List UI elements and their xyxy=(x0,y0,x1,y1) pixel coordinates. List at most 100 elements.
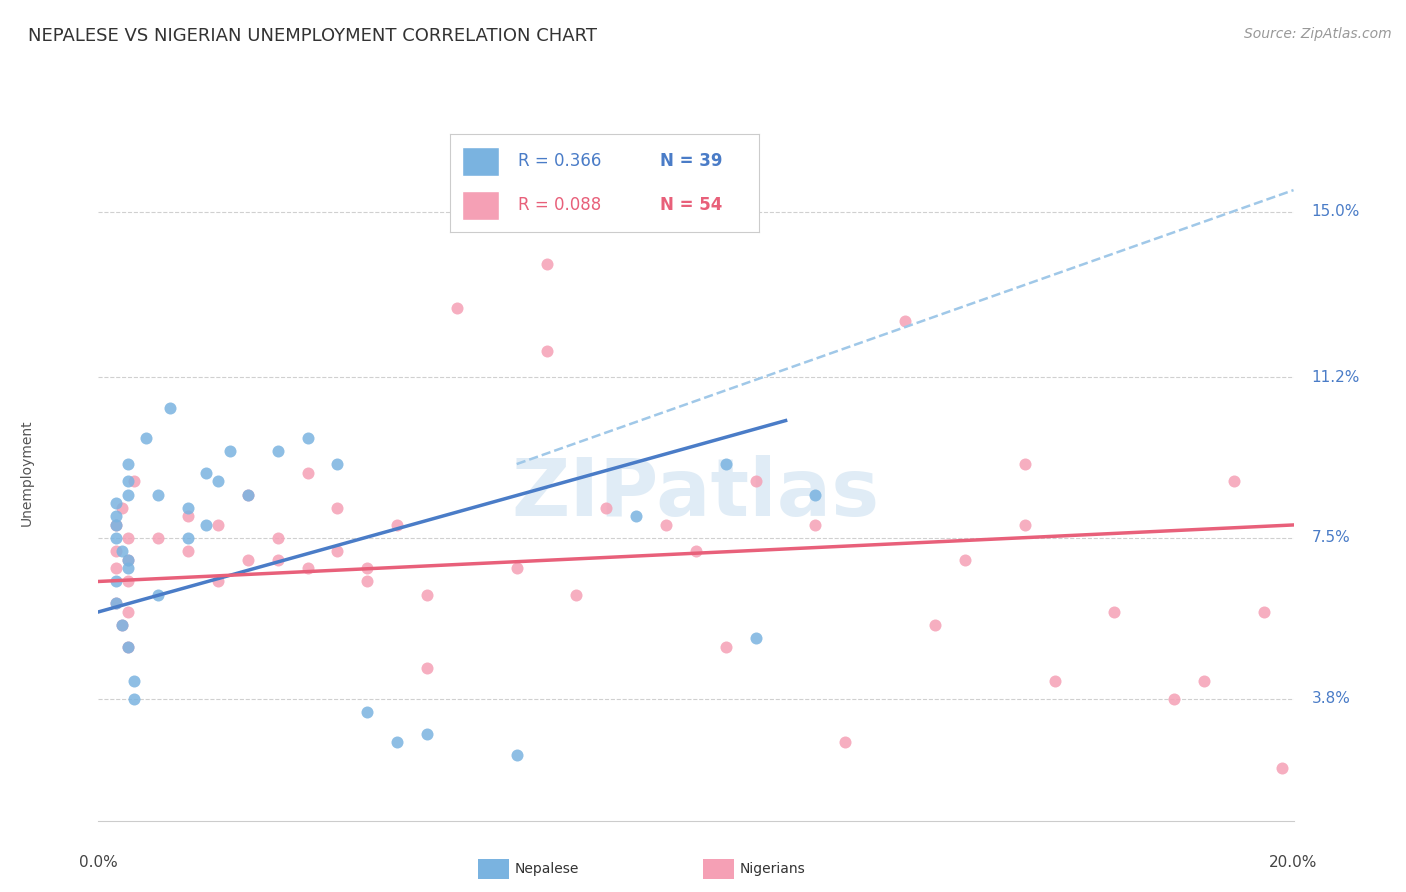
Point xyxy=(1014,517,1036,532)
Point xyxy=(105,561,128,575)
Text: Source: ZipAtlas.com: Source: ZipAtlas.com xyxy=(1244,27,1392,41)
Point xyxy=(117,605,139,619)
Point xyxy=(745,475,768,489)
Text: Nigerians: Nigerians xyxy=(740,862,806,876)
Text: 3.8%: 3.8% xyxy=(1312,691,1350,706)
Point xyxy=(117,640,139,654)
Point xyxy=(124,674,146,689)
Text: 20.0%: 20.0% xyxy=(1270,855,1317,871)
Point xyxy=(1271,761,1294,775)
Point xyxy=(236,487,259,501)
Point xyxy=(446,301,468,315)
Text: NEPALESE VS NIGERIAN UNEMPLOYMENT CORRELATION CHART: NEPALESE VS NIGERIAN UNEMPLOYMENT CORREL… xyxy=(28,27,598,45)
Point xyxy=(297,466,319,480)
Point xyxy=(117,640,139,654)
Point xyxy=(148,531,170,545)
Text: Nepalese: Nepalese xyxy=(515,862,579,876)
Point xyxy=(326,544,349,558)
Point xyxy=(177,509,200,524)
Point xyxy=(267,552,290,567)
Text: 15.0%: 15.0% xyxy=(1312,204,1360,219)
Point xyxy=(236,487,259,501)
Point xyxy=(385,735,409,749)
Point xyxy=(105,531,128,545)
Point xyxy=(267,444,290,458)
Point xyxy=(148,587,170,601)
Point xyxy=(894,313,917,327)
Point xyxy=(297,431,319,445)
Point xyxy=(111,618,134,632)
Point xyxy=(207,574,229,589)
Point xyxy=(267,531,290,545)
Point xyxy=(924,618,946,632)
Text: N = 54: N = 54 xyxy=(661,196,723,214)
Point xyxy=(148,487,170,501)
Point xyxy=(135,431,157,445)
Point xyxy=(117,561,139,575)
Point xyxy=(105,596,128,610)
Point xyxy=(105,509,128,524)
Point xyxy=(416,726,439,740)
Point xyxy=(105,517,128,532)
Point xyxy=(1222,475,1246,489)
Point xyxy=(536,343,558,358)
Point xyxy=(177,544,200,558)
Point xyxy=(624,509,647,524)
Point xyxy=(297,561,319,575)
Point xyxy=(117,487,139,501)
Point xyxy=(834,735,856,749)
FancyBboxPatch shape xyxy=(463,191,499,220)
Point xyxy=(111,544,134,558)
Point xyxy=(117,552,139,567)
Point xyxy=(236,552,259,567)
Point xyxy=(565,587,588,601)
Point xyxy=(714,457,737,471)
Point xyxy=(416,661,439,675)
Text: Unemployment: Unemployment xyxy=(20,419,34,526)
Point xyxy=(1163,692,1185,706)
Point xyxy=(124,475,146,489)
Text: R = 0.088: R = 0.088 xyxy=(517,196,602,214)
Point xyxy=(117,531,139,545)
Point xyxy=(194,517,218,532)
Point xyxy=(117,475,139,489)
Point xyxy=(117,552,139,567)
Point xyxy=(105,596,128,610)
Point xyxy=(416,587,439,601)
Point xyxy=(1014,457,1036,471)
Point xyxy=(506,561,529,575)
Point xyxy=(804,487,827,501)
Point xyxy=(655,517,678,532)
Point xyxy=(117,574,139,589)
Point xyxy=(207,475,229,489)
Text: 0.0%: 0.0% xyxy=(79,855,118,871)
Point xyxy=(356,574,378,589)
FancyBboxPatch shape xyxy=(463,146,499,176)
Point xyxy=(1192,674,1215,689)
Text: ZIPatlas: ZIPatlas xyxy=(512,455,880,533)
Point xyxy=(685,544,707,558)
Point xyxy=(446,213,468,227)
Text: 7.5%: 7.5% xyxy=(1312,531,1350,546)
Point xyxy=(207,517,229,532)
Point xyxy=(105,544,128,558)
Point xyxy=(745,631,768,645)
Point xyxy=(124,692,146,706)
Point xyxy=(804,517,827,532)
Point xyxy=(194,466,218,480)
Text: R = 0.366: R = 0.366 xyxy=(517,153,602,170)
Point xyxy=(326,457,349,471)
Point xyxy=(385,517,409,532)
Point xyxy=(105,517,128,532)
Point xyxy=(177,531,200,545)
Point xyxy=(159,401,181,415)
Point xyxy=(1043,674,1066,689)
Point xyxy=(105,574,128,589)
Point xyxy=(506,748,529,763)
Point xyxy=(1102,605,1125,619)
Point xyxy=(177,500,200,515)
Point xyxy=(117,457,139,471)
Point xyxy=(595,500,617,515)
Point xyxy=(714,640,737,654)
Point xyxy=(105,496,128,510)
